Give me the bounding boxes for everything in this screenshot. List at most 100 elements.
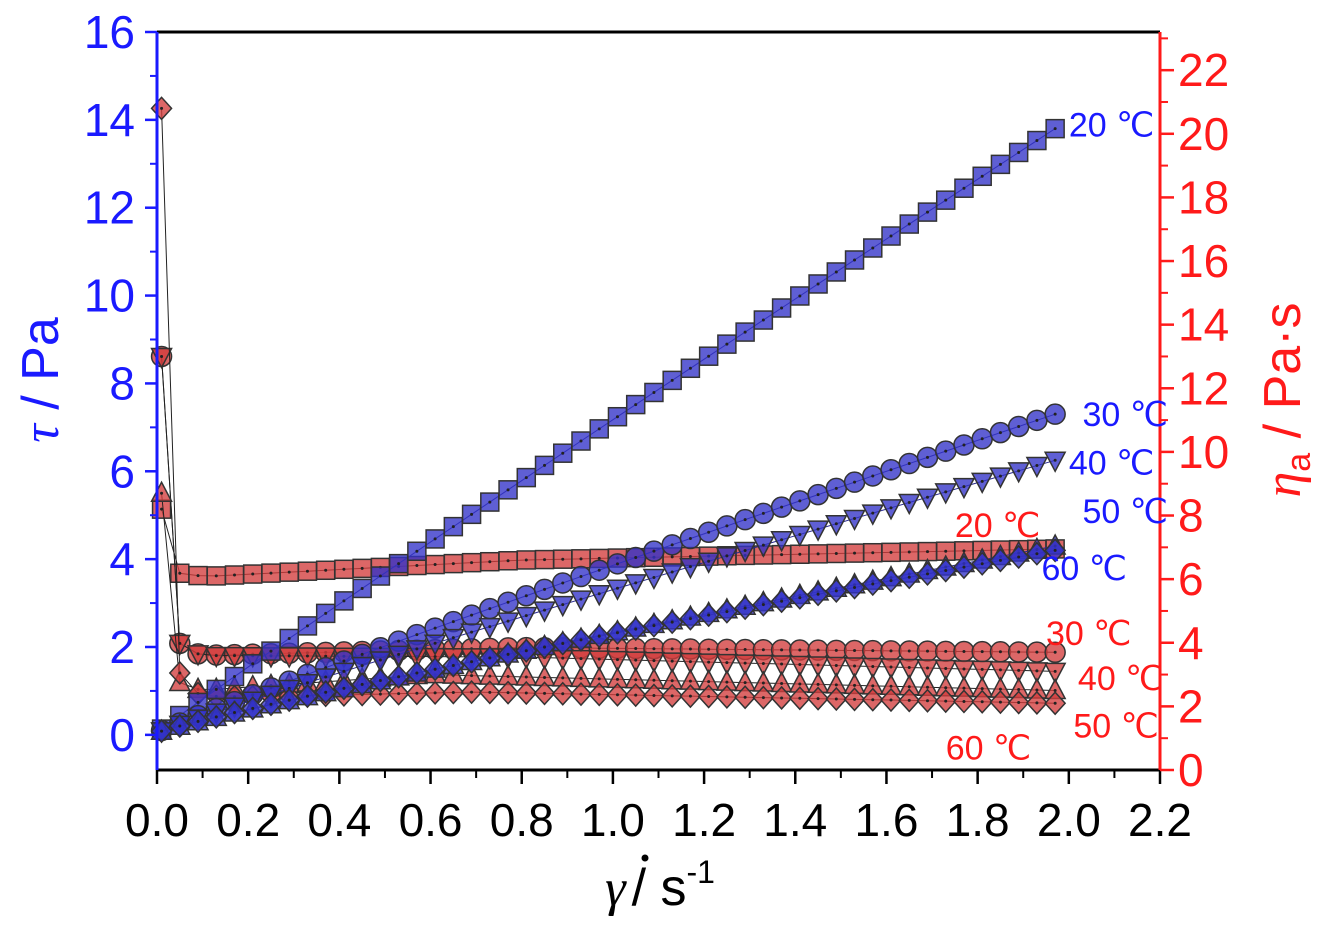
visc-point-0-44-dot	[962, 549, 966, 553]
stress-point-0-2-dot	[196, 700, 200, 704]
stress-point-4-25-dot	[615, 631, 619, 635]
stress-point-2-12-dot	[378, 658, 382, 662]
visc-point-2-37-dot	[834, 664, 838, 668]
visc-point-1-41-dot	[907, 649, 911, 653]
visc-point-3-0-dot	[160, 491, 164, 495]
x-tick-label: 0.8	[490, 794, 554, 846]
visc-point-3-31-dot	[725, 680, 729, 684]
stress-point-1-11-dot	[360, 652, 364, 656]
visc-point-2-47	[1007, 661, 1030, 684]
stress-point-0-49-dot	[1053, 127, 1057, 131]
visc-point-3-21-dot	[543, 675, 547, 679]
stress-point-4-18-dot	[488, 656, 492, 660]
visc-point-2-0-dot	[160, 354, 164, 358]
stress-point-0-32-dot	[743, 330, 747, 334]
visc-point-0-34-dot	[780, 553, 784, 557]
stress-point-0-8-dot	[305, 624, 309, 628]
stress-point-0-9-dot	[324, 611, 328, 615]
visc-point-3-48-dot	[1035, 688, 1039, 692]
visc-point-0-40-dot	[889, 550, 893, 554]
stress-point-2-27-dot	[652, 575, 656, 579]
stress-point-0-18-dot	[488, 500, 492, 504]
stress-point-2-32-dot	[743, 548, 747, 552]
stress-point-2-31-dot	[725, 554, 729, 558]
visc-point-4-44-dot	[962, 699, 966, 703]
visc-point-1-44-dot	[962, 649, 966, 653]
visc-point-4-47-dot	[1017, 700, 1021, 704]
stress-point-1-14-dot	[415, 633, 419, 637]
visc-point-4-1-dot	[178, 671, 182, 675]
stress-point-4-4-dot	[233, 711, 237, 715]
stress-point-2-40-dot	[889, 506, 893, 510]
stress-point-1-42-dot	[925, 455, 929, 459]
visc-point-0-1-dot	[178, 571, 182, 575]
stress-point-2-42-dot	[925, 495, 929, 499]
x-tick-label: 2.2	[1128, 794, 1192, 846]
visc-point-1-26-dot	[634, 647, 638, 651]
stress-point-0-24-dot	[597, 427, 601, 431]
visc-temp-label: 50 ℃	[1073, 707, 1158, 745]
visc-point-0-18-dot	[488, 560, 492, 564]
stress-point-2-35-dot	[798, 532, 802, 536]
stress-point-4-28-dot	[670, 620, 674, 624]
visc-point-3-39-dot	[871, 684, 875, 688]
visc-point-0-15-dot	[433, 563, 437, 567]
stress-point-1-36-dot	[816, 493, 820, 497]
stress-point-4-22-dot	[561, 641, 565, 645]
stress-point-2-21-dot	[543, 608, 547, 612]
stress-point-0-13-dot	[397, 562, 401, 566]
stress-point-4-33-dot	[761, 603, 765, 607]
visc-point-0-20-dot	[524, 558, 528, 562]
x-tick-label: 0.6	[399, 794, 463, 846]
stress-point-4-0-dot	[160, 729, 164, 733]
stress-point-1-43-dot	[944, 449, 948, 453]
visc-point-0-16-dot	[451, 562, 455, 566]
stress-point-4-43-dot	[944, 568, 948, 572]
visc-point-3-42-dot	[925, 685, 929, 689]
stress-point-2-14-dot	[415, 647, 419, 651]
visc-point-2-33-dot	[761, 662, 765, 666]
stress-point-2-48-dot	[1035, 464, 1039, 468]
y-left-tick-label: 10	[84, 270, 135, 322]
stress-point-4-40-dot	[889, 579, 893, 583]
visc-point-2-48-dot	[1035, 669, 1039, 673]
visc-point-3-32-dot	[743, 681, 747, 685]
stress-point-4-48-dot	[1035, 552, 1039, 556]
stress-point-0-35-dot	[798, 294, 802, 298]
stress-point-4-41-dot	[907, 575, 911, 579]
visc-point-2-23-dot	[579, 657, 583, 661]
stress-point-2-43-dot	[944, 490, 948, 494]
stress-point-1-38-dot	[853, 480, 857, 484]
visc-point-4-19-dot	[506, 691, 510, 695]
stress-point-1-31-dot	[725, 524, 729, 528]
visc-point-4-43-dot	[944, 699, 948, 703]
visc-point-1-28-dot	[670, 647, 674, 651]
stress-point-4-29-dot	[688, 617, 692, 621]
visc-point-4-31-dot	[725, 695, 729, 699]
stress-point-0-4-dot	[233, 675, 237, 679]
stress-point-2-22-dot	[561, 603, 565, 607]
visc-point-2-41-dot	[907, 665, 911, 669]
visc-point-2-42-dot	[925, 666, 929, 670]
visc-point-0-19-dot	[506, 559, 510, 563]
stress-point-2-29-dot	[688, 565, 692, 569]
visc-point-4-30-dot	[707, 695, 711, 699]
stress-point-0-28-dot	[670, 378, 674, 382]
visc-point-0-29-dot	[688, 555, 692, 559]
visc-point-2-25-dot	[615, 658, 619, 662]
stress-point-1-25-dot	[615, 562, 619, 566]
visc-point-3-19-dot	[506, 675, 510, 679]
stress-point-4-39-dot	[871, 582, 875, 586]
visc-point-2-40-dot	[889, 665, 893, 669]
visc-point-0-41-dot	[907, 550, 911, 554]
visc-point-4-0-dot	[160, 106, 164, 110]
visc-point-4-42-dot	[925, 699, 929, 703]
visc-point-0-39-dot	[871, 551, 875, 555]
stress-point-1-48-dot	[1035, 418, 1039, 422]
y-left-tick-label: 2	[109, 621, 135, 673]
stress-point-2-24-dot	[597, 592, 601, 596]
stress-point-1-28-dot	[670, 543, 674, 547]
visc-point-3-41-dot	[907, 685, 911, 689]
x-tick-label: 1.8	[946, 794, 1010, 846]
